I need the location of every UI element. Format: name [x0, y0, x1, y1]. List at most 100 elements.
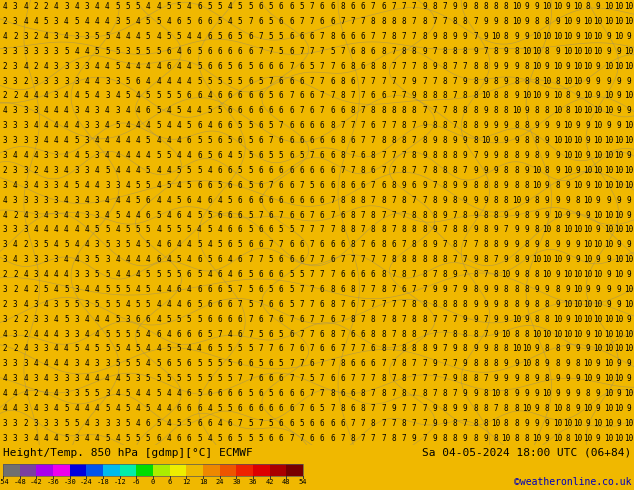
Text: 3: 3	[84, 121, 89, 130]
Text: 7: 7	[453, 315, 457, 324]
Text: 9: 9	[463, 389, 468, 398]
Text: 9: 9	[494, 166, 498, 175]
Text: 8: 8	[473, 404, 478, 413]
Text: 9: 9	[504, 255, 508, 264]
Text: 9: 9	[576, 255, 580, 264]
Text: 3: 3	[13, 136, 18, 145]
Text: 7: 7	[391, 196, 396, 205]
Text: 9: 9	[596, 389, 600, 398]
Text: 7: 7	[391, 359, 396, 368]
Text: 6: 6	[259, 315, 263, 324]
Text: 8: 8	[524, 181, 529, 190]
Text: 8: 8	[361, 47, 365, 56]
Text: 10: 10	[563, 225, 573, 234]
Text: 9: 9	[494, 225, 498, 234]
Text: 3: 3	[3, 359, 8, 368]
Text: 2: 2	[23, 240, 28, 249]
Text: 7: 7	[299, 17, 304, 26]
Text: 10: 10	[604, 136, 613, 145]
Text: 7: 7	[484, 270, 488, 279]
Text: 4: 4	[3, 196, 8, 205]
Text: 5: 5	[146, 166, 150, 175]
Text: 6: 6	[340, 62, 345, 71]
Text: 8: 8	[401, 270, 406, 279]
Text: 10: 10	[614, 225, 623, 234]
Text: 7: 7	[309, 344, 314, 353]
Text: 8: 8	[494, 196, 498, 205]
Text: 4: 4	[197, 32, 202, 41]
Text: 5: 5	[197, 240, 202, 249]
Text: 7: 7	[320, 255, 325, 264]
Text: 6: 6	[351, 32, 355, 41]
Text: 3: 3	[54, 419, 58, 428]
Text: 6: 6	[259, 285, 263, 294]
Text: 6: 6	[320, 17, 325, 26]
Text: 6: 6	[361, 2, 365, 11]
Text: 7: 7	[279, 240, 283, 249]
Text: 8: 8	[463, 106, 468, 115]
Text: 9: 9	[484, 344, 488, 353]
Text: 5: 5	[217, 374, 222, 383]
Text: 6: 6	[238, 315, 243, 324]
Text: 8: 8	[340, 2, 345, 11]
Text: 6: 6	[269, 106, 273, 115]
Text: 6: 6	[381, 2, 385, 11]
Text: 6: 6	[238, 106, 243, 115]
Bar	[20, 464, 36, 476]
Text: 5: 5	[166, 344, 171, 353]
Text: 7: 7	[391, 92, 396, 100]
Text: 5: 5	[95, 225, 100, 234]
Text: 5: 5	[115, 344, 120, 353]
Text: 8: 8	[432, 92, 437, 100]
Text: 8: 8	[422, 389, 427, 398]
Text: 5: 5	[166, 374, 171, 383]
Text: 9: 9	[534, 389, 539, 398]
Text: 5: 5	[115, 121, 120, 130]
Text: 4: 4	[187, 2, 191, 11]
Text: 3: 3	[23, 225, 28, 234]
Text: 4: 4	[126, 32, 130, 41]
Text: 4: 4	[95, 330, 100, 339]
Text: 8: 8	[340, 136, 345, 145]
Text: 3: 3	[64, 374, 68, 383]
Text: 4: 4	[44, 106, 48, 115]
Text: 4: 4	[217, 419, 222, 428]
Text: 3: 3	[13, 2, 18, 11]
Text: 6: 6	[330, 181, 335, 190]
Text: 4: 4	[95, 17, 100, 26]
Text: 7: 7	[422, 166, 427, 175]
Text: 9: 9	[453, 270, 457, 279]
Text: 5: 5	[177, 315, 181, 324]
Text: Sa 04-05-2024 18:00 UTC (06+84): Sa 04-05-2024 18:00 UTC (06+84)	[422, 448, 631, 458]
Text: 6: 6	[228, 225, 233, 234]
Text: 9: 9	[586, 76, 590, 86]
Text: 9: 9	[473, 196, 478, 205]
Text: 4: 4	[54, 270, 58, 279]
Text: 10: 10	[543, 389, 552, 398]
Text: 5: 5	[156, 92, 161, 100]
Text: 5: 5	[166, 181, 171, 190]
Text: 8: 8	[381, 389, 385, 398]
Text: 4: 4	[74, 211, 79, 220]
Text: 9: 9	[473, 300, 478, 309]
Text: 4: 4	[23, 285, 28, 294]
Text: 7: 7	[330, 404, 335, 413]
Text: 9: 9	[606, 285, 611, 294]
Text: 9: 9	[432, 404, 437, 413]
Text: 8: 8	[555, 359, 560, 368]
Text: ©weatheronline.co.uk: ©weatheronline.co.uk	[514, 477, 631, 487]
Text: 5: 5	[126, 404, 130, 413]
Text: 9: 9	[504, 359, 508, 368]
Text: 5: 5	[146, 300, 150, 309]
Text: 3: 3	[74, 434, 79, 443]
Text: 6: 6	[320, 285, 325, 294]
Text: 6: 6	[371, 240, 375, 249]
Text: 8: 8	[504, 285, 508, 294]
Text: 3: 3	[115, 17, 120, 26]
Text: 7: 7	[269, 136, 273, 145]
Bar	[120, 464, 136, 476]
Text: 5: 5	[197, 300, 202, 309]
Text: 4: 4	[115, 389, 120, 398]
Text: 4: 4	[187, 106, 191, 115]
Text: 3: 3	[34, 255, 38, 264]
